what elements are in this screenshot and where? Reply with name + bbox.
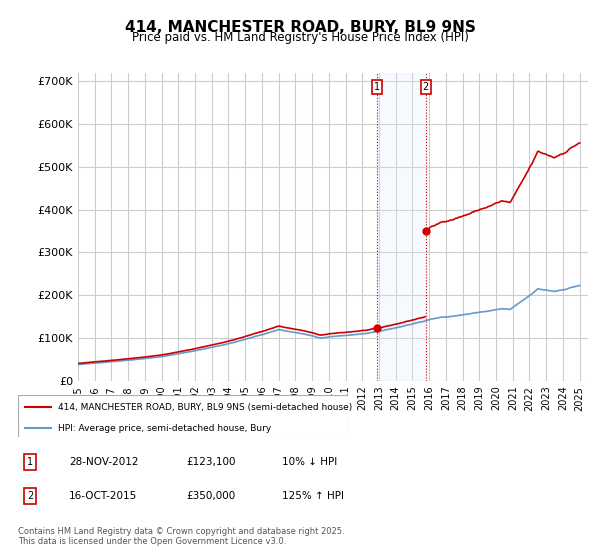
Text: 10% ↓ HPI: 10% ↓ HPI xyxy=(282,457,337,467)
Text: £350,000: £350,000 xyxy=(186,491,235,501)
Text: 2: 2 xyxy=(422,82,429,92)
Text: 414, MANCHESTER ROAD, BURY, BL9 9NS (semi-detached house): 414, MANCHESTER ROAD, BURY, BL9 9NS (sem… xyxy=(58,403,352,412)
Text: 2: 2 xyxy=(27,491,33,501)
FancyBboxPatch shape xyxy=(18,395,348,437)
Text: HPI: Average price, semi-detached house, Bury: HPI: Average price, semi-detached house,… xyxy=(58,424,271,433)
Text: 1: 1 xyxy=(27,457,33,467)
Text: Contains HM Land Registry data © Crown copyright and database right 2025.
This d: Contains HM Land Registry data © Crown c… xyxy=(18,526,344,546)
Text: Price paid vs. HM Land Registry's House Price Index (HPI): Price paid vs. HM Land Registry's House … xyxy=(131,31,469,44)
Text: 1: 1 xyxy=(374,82,380,92)
Text: 414, MANCHESTER ROAD, BURY, BL9 9NS: 414, MANCHESTER ROAD, BURY, BL9 9NS xyxy=(125,20,475,35)
Bar xyxy=(377,73,425,381)
Text: 125% ↑ HPI: 125% ↑ HPI xyxy=(282,491,344,501)
Text: £123,100: £123,100 xyxy=(186,457,235,467)
Text: 28-NOV-2012: 28-NOV-2012 xyxy=(69,457,139,467)
Text: 16-OCT-2015: 16-OCT-2015 xyxy=(69,491,137,501)
